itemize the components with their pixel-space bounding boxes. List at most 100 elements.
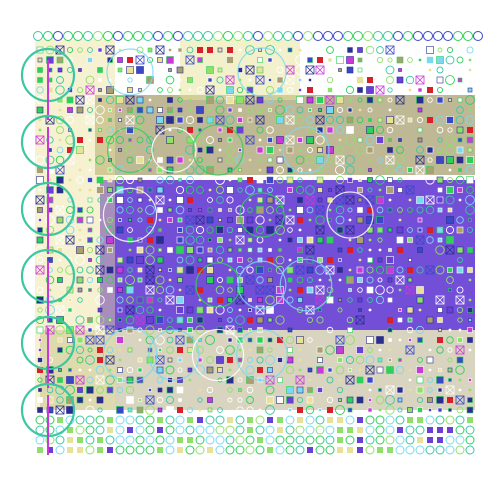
ring-tile [265, 45, 275, 55]
ring-tile [387, 57, 393, 63]
cross-box-diagonal [85, 95, 95, 105]
ring-tile [136, 136, 144, 144]
dot-tile [168, 198, 172, 202]
cross-box-frame [415, 45, 425, 55]
square-tile [366, 96, 374, 104]
cross-box-diagonal [405, 185, 415, 195]
square-tile [338, 398, 342, 402]
square-tile [77, 387, 83, 393]
cross-box-diagonal [345, 195, 355, 205]
cross-box-tile [245, 275, 255, 285]
ring-tile [215, 105, 225, 115]
dot-tile [218, 168, 222, 172]
cross-box-diagonal [135, 315, 145, 325]
overlay-big-ring [192, 124, 244, 176]
red-square-tile [177, 407, 183, 413]
cross-box-diagonal [285, 65, 295, 75]
square-tile [316, 366, 324, 374]
ring-tile [407, 57, 413, 63]
ring-tile [127, 267, 133, 273]
ring-tile [145, 145, 155, 155]
ring-tile [77, 47, 83, 53]
cross-box-diagonal [55, 405, 65, 415]
cross-box-tile [295, 265, 305, 275]
square-tile [237, 257, 243, 263]
ring-tile [45, 275, 55, 285]
square-tile [156, 366, 164, 374]
cross-box-frame [95, 325, 105, 335]
ring-tile [145, 445, 155, 455]
ring-tile [85, 415, 95, 425]
square-tile [87, 327, 93, 333]
square-tile [316, 156, 324, 164]
square-tile [407, 317, 413, 323]
square-tile [346, 116, 354, 124]
ring-tile [435, 415, 445, 425]
square-tile [68, 298, 72, 302]
cross-box-diagonal [35, 195, 45, 205]
ring-tile [345, 85, 355, 95]
ring-tile [235, 435, 245, 445]
red-square-tile [397, 247, 403, 253]
overlay-big-ring [102, 327, 158, 383]
square-tile [417, 127, 423, 133]
ring-tile [245, 445, 255, 455]
square-tile [77, 447, 83, 453]
square-tile [76, 246, 84, 254]
square-tile [438, 368, 442, 372]
cross-box-tile [245, 135, 255, 145]
ring-tile [135, 415, 145, 425]
ring-tile [345, 165, 355, 175]
red-square-tile [187, 127, 193, 133]
dot-tile [298, 368, 302, 372]
square-tile [37, 207, 43, 213]
square-tile [437, 437, 443, 443]
ring-tile [96, 386, 104, 394]
square-tile [276, 116, 284, 124]
ring-tile [387, 97, 393, 103]
red-square-tile [297, 217, 303, 223]
square-tile [87, 317, 93, 323]
ring-tile [295, 115, 305, 125]
red-square-tile [447, 397, 453, 403]
square-tile [416, 296, 424, 304]
square-tile [276, 136, 284, 144]
square-tile [467, 267, 473, 273]
cross-box-frame [455, 295, 465, 305]
square-tile [117, 57, 123, 63]
ring-tile [315, 415, 325, 425]
square-tile [177, 217, 183, 223]
top-row-ring [473, 31, 483, 41]
ring-tile [346, 316, 354, 324]
square-tile [116, 226, 124, 234]
dot-tile [248, 158, 252, 162]
square-tile [428, 408, 432, 412]
cross-box-tile [445, 245, 455, 255]
ring-tile [457, 257, 463, 263]
dot-tile [358, 368, 362, 372]
square-tile [137, 197, 143, 203]
ring-tile [105, 95, 115, 105]
square-tile [248, 298, 252, 302]
ring-tile [295, 425, 305, 435]
square-tile [38, 218, 42, 222]
ring-tile [215, 425, 225, 435]
square-tile [347, 407, 353, 413]
dot-tile [88, 398, 92, 402]
ring-tile [295, 65, 305, 75]
square-tile [446, 186, 454, 194]
square-tile [116, 266, 124, 274]
square-tile [347, 177, 353, 183]
cross-box-diagonal [155, 355, 165, 365]
square-tile [218, 138, 222, 142]
cross-box-diagonal [265, 285, 275, 295]
square-tile [336, 346, 344, 354]
cross-box-tile [75, 95, 85, 105]
square-tile [386, 256, 394, 264]
cross-box-diagonal [205, 85, 215, 95]
square-tile [186, 336, 194, 344]
ring-tile [86, 206, 94, 214]
square-tile [267, 157, 273, 163]
square-tile [277, 357, 283, 363]
dot-tile [458, 88, 462, 92]
